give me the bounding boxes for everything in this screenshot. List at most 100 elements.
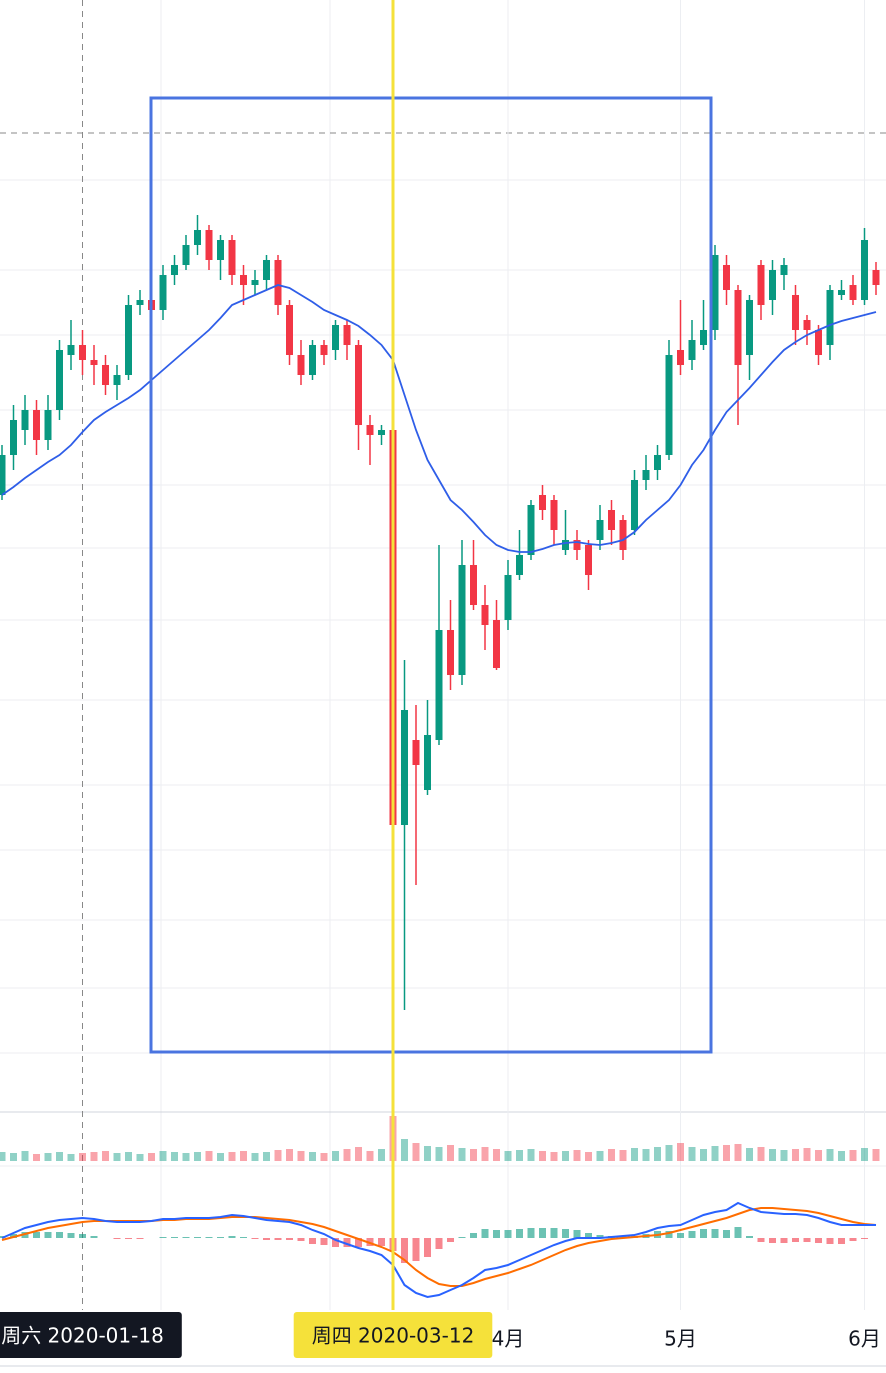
candle-body [435, 630, 443, 740]
candle-body [309, 345, 316, 375]
volume-bar [458, 1148, 466, 1161]
macd-histogram-bar [44, 1232, 52, 1238]
volume-bar [412, 1143, 420, 1161]
macd-histogram-bar [516, 1229, 523, 1238]
candle-body [21, 410, 29, 430]
candle-body [102, 365, 109, 385]
macd-histogram-bar [688, 1231, 696, 1238]
candle-body [539, 495, 546, 510]
candle-body [608, 510, 615, 530]
volume-bar [274, 1150, 282, 1161]
candle-body [573, 540, 581, 550]
moving-average [1, 284, 877, 553]
volume-bar [826, 1149, 834, 1161]
volume-bar [849, 1150, 857, 1161]
macd-histogram-bar [573, 1230, 581, 1238]
volume-bar [228, 1152, 236, 1161]
volume-bar [148, 1153, 155, 1161]
volume-bar [642, 1149, 650, 1161]
volume-bar [320, 1153, 328, 1161]
x-tick-label: 6月 [848, 1327, 881, 1351]
macd-histogram-bar [504, 1230, 512, 1238]
volume-bar [355, 1147, 362, 1161]
macd-histogram-bar [297, 1238, 305, 1241]
macd-histogram-bar [309, 1238, 316, 1244]
volume-bar [171, 1152, 178, 1161]
macd-histogram-bar [493, 1230, 500, 1238]
candle-body [516, 555, 523, 575]
macd-histogram-bar [136, 1238, 144, 1239]
macd-histogram-bar [470, 1233, 477, 1238]
candle-body [688, 340, 696, 360]
axis-label: 周六 2020-01-18 [1, 1324, 164, 1348]
rectangle-drawing[interactable] [149, 96, 713, 1054]
candle-body [320, 345, 328, 355]
macd-histogram-bar [585, 1233, 592, 1238]
macd-histogram-bar [550, 1228, 558, 1238]
macd-histogram-bar [700, 1229, 707, 1238]
volume-bar [240, 1151, 247, 1161]
candle-body [527, 505, 535, 555]
macd-histogram-bar [182, 1237, 190, 1238]
volume-bar [780, 1150, 788, 1161]
macd-histogram-bar [746, 1236, 753, 1238]
macd-histogram-bar [803, 1238, 811, 1242]
volume-bar [56, 1152, 63, 1161]
volume-bar [10, 1153, 17, 1161]
axis-label-box [0, 1312, 182, 1358]
macd-histogram-bar [378, 1238, 385, 1246]
candle-body [412, 740, 420, 765]
volume-bar [182, 1153, 190, 1161]
candle-body [619, 520, 627, 550]
macd-histogram-bar [780, 1238, 788, 1243]
macd-histogram-bar [815, 1238, 822, 1243]
macd-histogram-bar [424, 1238, 431, 1257]
candle-body [504, 575, 512, 620]
candle-body [274, 260, 282, 305]
macd-histogram-bar [826, 1238, 834, 1244]
candle-body [470, 565, 477, 605]
volume-bar [665, 1145, 673, 1161]
candle-body [332, 325, 339, 350]
volume-bar [447, 1145, 454, 1161]
candle-body [826, 290, 834, 345]
macd-histogram-bar [33, 1232, 40, 1238]
volume-bar [33, 1154, 40, 1161]
candle-body [677, 350, 684, 365]
x-tick-label: 5月 [664, 1327, 697, 1351]
volume-bar [573, 1150, 581, 1161]
macd-histogram-bar [56, 1232, 63, 1238]
macd-histogram-bar [861, 1238, 868, 1239]
macd-histogram-bar [274, 1238, 282, 1240]
candle-body [642, 470, 650, 480]
volume-bar [435, 1147, 443, 1161]
candle-body [815, 330, 822, 355]
candle-body [803, 320, 811, 330]
candle-body [10, 420, 17, 455]
macd-histogram-bar [723, 1230, 730, 1238]
volume-bar [608, 1149, 615, 1161]
volume-bar [493, 1149, 500, 1161]
macd-histogram-bar [757, 1238, 765, 1242]
candle-body [458, 565, 466, 675]
volume-bar [251, 1153, 259, 1161]
candle-body [838, 290, 845, 295]
macd-histogram-bar [67, 1233, 75, 1238]
candle-body [654, 455, 661, 470]
candle-body [182, 245, 190, 265]
volume-bar [550, 1152, 558, 1161]
macd-histogram-bar [251, 1238, 259, 1239]
candle-body [700, 330, 707, 345]
volume-bar [585, 1152, 592, 1161]
volume-bar [504, 1151, 512, 1161]
macd-histogram-bar [527, 1228, 535, 1238]
marks [0, 0, 880, 1310]
volume-bar [631, 1148, 638, 1161]
macd-histogram-bar [79, 1234, 86, 1238]
macd-histogram-bar [171, 1237, 178, 1238]
macd-histogram-bar [792, 1238, 799, 1242]
candle-body [171, 265, 178, 275]
macd-histogram-bar [734, 1227, 742, 1238]
axis-label-box [293, 1312, 493, 1358]
macd-histogram-bar [263, 1238, 270, 1240]
